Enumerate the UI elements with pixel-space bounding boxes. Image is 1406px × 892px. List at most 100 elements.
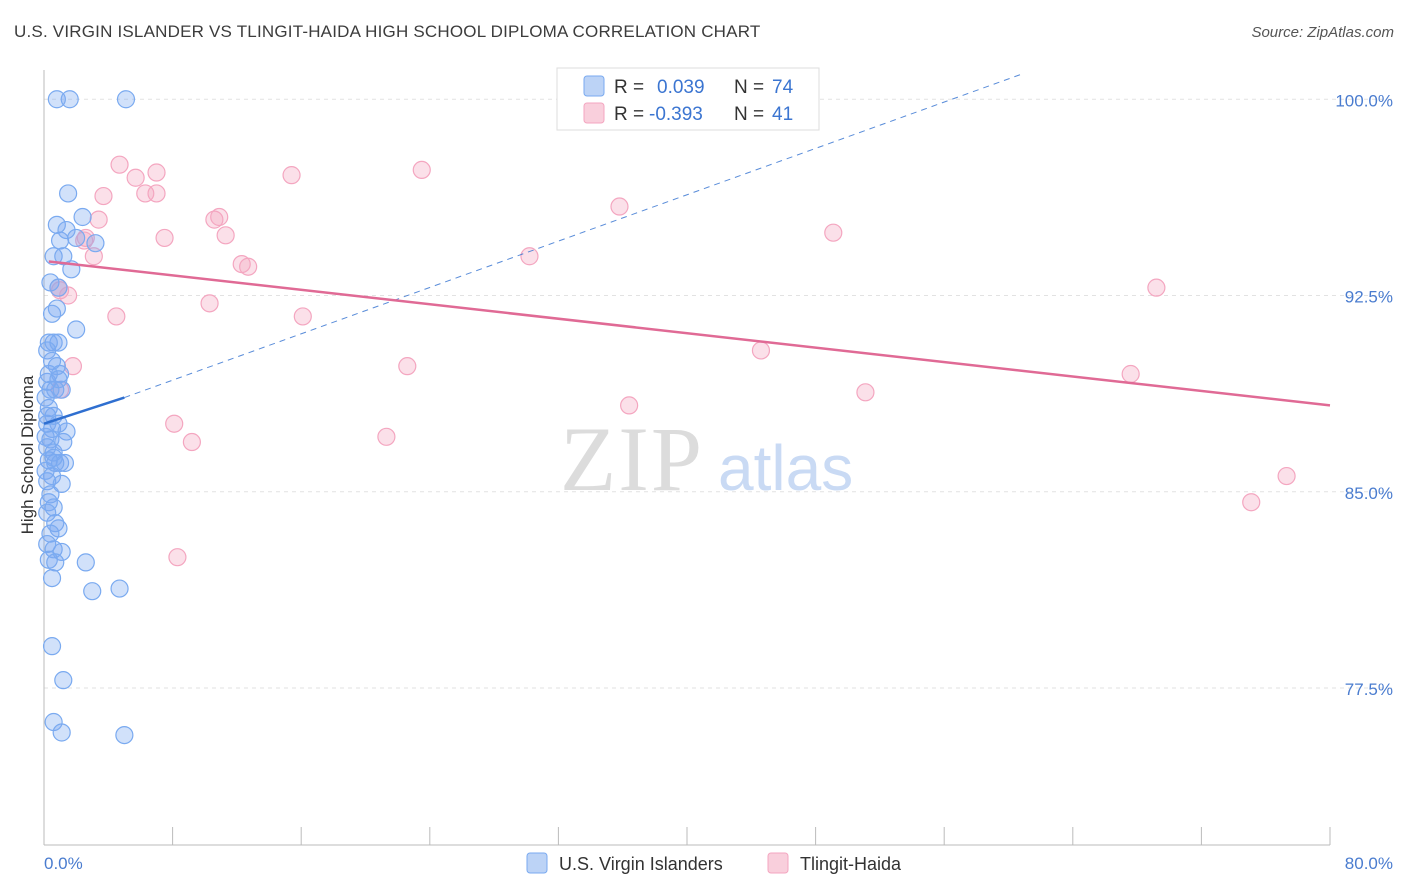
tlingit-haida-point xyxy=(620,396,639,415)
tlingit-haida-point xyxy=(856,383,875,402)
tlingit-haida-point xyxy=(147,163,166,182)
tlingit-haida-point xyxy=(94,186,113,206)
virgin-islanders-points xyxy=(36,90,136,745)
tlingit-haida-point xyxy=(377,427,396,446)
series-legend-label-blue: U.S. Virgin Islanders xyxy=(559,854,723,874)
series-legend-swatch-pink xyxy=(767,852,789,874)
stats-legend-n-label-pink: N = xyxy=(734,104,764,125)
virgin-islanders-point xyxy=(59,184,78,203)
stats-legend-r-label-pink: R = xyxy=(614,104,644,125)
virgin-islanders-point xyxy=(49,278,68,297)
virgin-islanders-point xyxy=(52,380,71,399)
stats-legend-r-value-blue: 0.039 xyxy=(657,77,705,98)
virgin-islanders-point xyxy=(67,320,86,339)
virgin-islanders-point xyxy=(115,725,134,745)
watermark-atlas: atlas xyxy=(718,432,853,504)
tlingit-haida-point xyxy=(239,257,258,276)
tlingit-haida-point xyxy=(89,210,108,229)
virgin-islanders-point xyxy=(55,453,74,473)
tlingit-haida-point xyxy=(210,207,229,227)
virgin-islanders-point xyxy=(83,582,102,601)
x-tick-label-min: 0.0% xyxy=(44,854,83,873)
y-tick-label: 85.0% xyxy=(1345,484,1393,503)
watermark-zip: ZIP xyxy=(560,408,704,510)
stats-legend-swatch-pink xyxy=(583,102,605,124)
stats-legend-n-value-pink: 41 xyxy=(772,104,793,125)
virgin-islanders-point xyxy=(52,474,71,493)
virgin-islanders-point xyxy=(42,568,62,588)
tlingit-haida-point xyxy=(107,307,126,326)
chart-title: U.S. VIRGIN ISLANDER VS TLINGIT-HAIDA HI… xyxy=(14,22,761,41)
stats-legend-n-value-blue: 74 xyxy=(772,77,794,98)
virgin-islanders-point xyxy=(41,524,60,543)
tlingit-haida-point xyxy=(110,155,129,174)
virgin-islanders-point xyxy=(110,579,129,598)
watermark: ZIP atlas xyxy=(560,408,853,510)
virgin-islanders-point xyxy=(47,299,66,318)
tlingit-haida-point xyxy=(824,223,843,242)
chart-source: Source: ZipAtlas.com xyxy=(1251,24,1394,41)
trend-lines xyxy=(43,72,1331,425)
virgin-islanders-point xyxy=(116,90,136,109)
tlingit-haida-point xyxy=(205,210,224,229)
virgin-islanders-point xyxy=(42,637,62,656)
tlingit-haida-point xyxy=(1242,493,1261,512)
virgin-islanders-point xyxy=(46,553,65,572)
virgin-islanders-point xyxy=(52,723,71,742)
tlingit-haida-point xyxy=(751,341,771,360)
virgin-islanders-point xyxy=(57,422,76,441)
virgin-islanders-point xyxy=(42,304,62,323)
virgin-islanders-point xyxy=(38,341,57,360)
series-legend: U.S. Virgin Islanders Tlingit-Haida xyxy=(526,852,902,874)
tlingit-haida-point xyxy=(216,226,235,245)
virgin-islanders-point xyxy=(76,553,95,572)
virgin-islanders-point xyxy=(54,247,73,266)
tlingit-haida-trend-line xyxy=(48,260,1331,407)
virgin-islanders-point xyxy=(47,90,66,109)
virgin-islanders-point xyxy=(86,234,105,253)
y-tick-label: 92.5% xyxy=(1345,288,1393,307)
tlingit-haida-point xyxy=(610,197,629,216)
tlingit-haida-point xyxy=(293,307,312,326)
tlingit-haida-point xyxy=(520,247,539,266)
tlingit-haida-point xyxy=(155,228,174,248)
tlingit-haida-point xyxy=(165,414,184,433)
stats-legend: R = 0.039 N = 74 R = -0.393 N = 41 xyxy=(556,67,820,131)
y-tick-label: 77.5% xyxy=(1345,680,1393,699)
y-tick-labels: 77.5% 85.0% 92.5% 100.0% xyxy=(1335,91,1393,699)
tlingit-haida-point xyxy=(147,184,166,203)
tlingit-haida-point xyxy=(1147,278,1166,297)
virgin-islanders-point xyxy=(47,215,66,234)
y-axis-title: High School Diploma xyxy=(18,375,37,534)
virgin-islanders-point xyxy=(54,671,73,690)
virgin-islanders-trend-extension xyxy=(124,72,1025,399)
virgin-islanders-point xyxy=(46,514,65,533)
tlingit-haida-point xyxy=(126,168,145,187)
virgin-islanders-trend-line xyxy=(43,396,125,425)
series-legend-swatch-blue xyxy=(526,852,548,874)
virgin-islanders-point xyxy=(49,370,68,389)
tlingit-haida-point xyxy=(168,548,187,567)
y-tick-label: 100.0% xyxy=(1335,91,1393,110)
tlingit-haida-point xyxy=(84,247,103,266)
grid-lines xyxy=(44,98,1393,689)
virgin-islanders-point xyxy=(67,228,86,248)
x-tick-label-max: 80.0% xyxy=(1345,854,1393,873)
tlingit-haida-point xyxy=(182,432,201,452)
virgin-islanders-point xyxy=(73,207,92,227)
stats-legend-r-label-blue: R = xyxy=(614,77,644,98)
virgin-islanders-point xyxy=(60,90,79,109)
series-legend-label-pink: Tlingit-Haida xyxy=(800,854,902,874)
axes xyxy=(43,70,1331,846)
tlingit-haida-point xyxy=(1121,364,1140,384)
stats-legend-swatch-blue xyxy=(583,75,605,97)
virgin-islanders-point xyxy=(44,448,63,467)
tlingit-haida-point xyxy=(282,166,301,185)
stats-legend-r-value-pink: -0.393 xyxy=(649,104,703,125)
stats-legend-n-label-blue: N = xyxy=(734,77,764,98)
virgin-islanders-point xyxy=(36,388,55,407)
tlingit-haida-point xyxy=(398,357,417,376)
tlingit-haida-point xyxy=(412,160,431,179)
tlingit-haida-point xyxy=(200,294,219,313)
